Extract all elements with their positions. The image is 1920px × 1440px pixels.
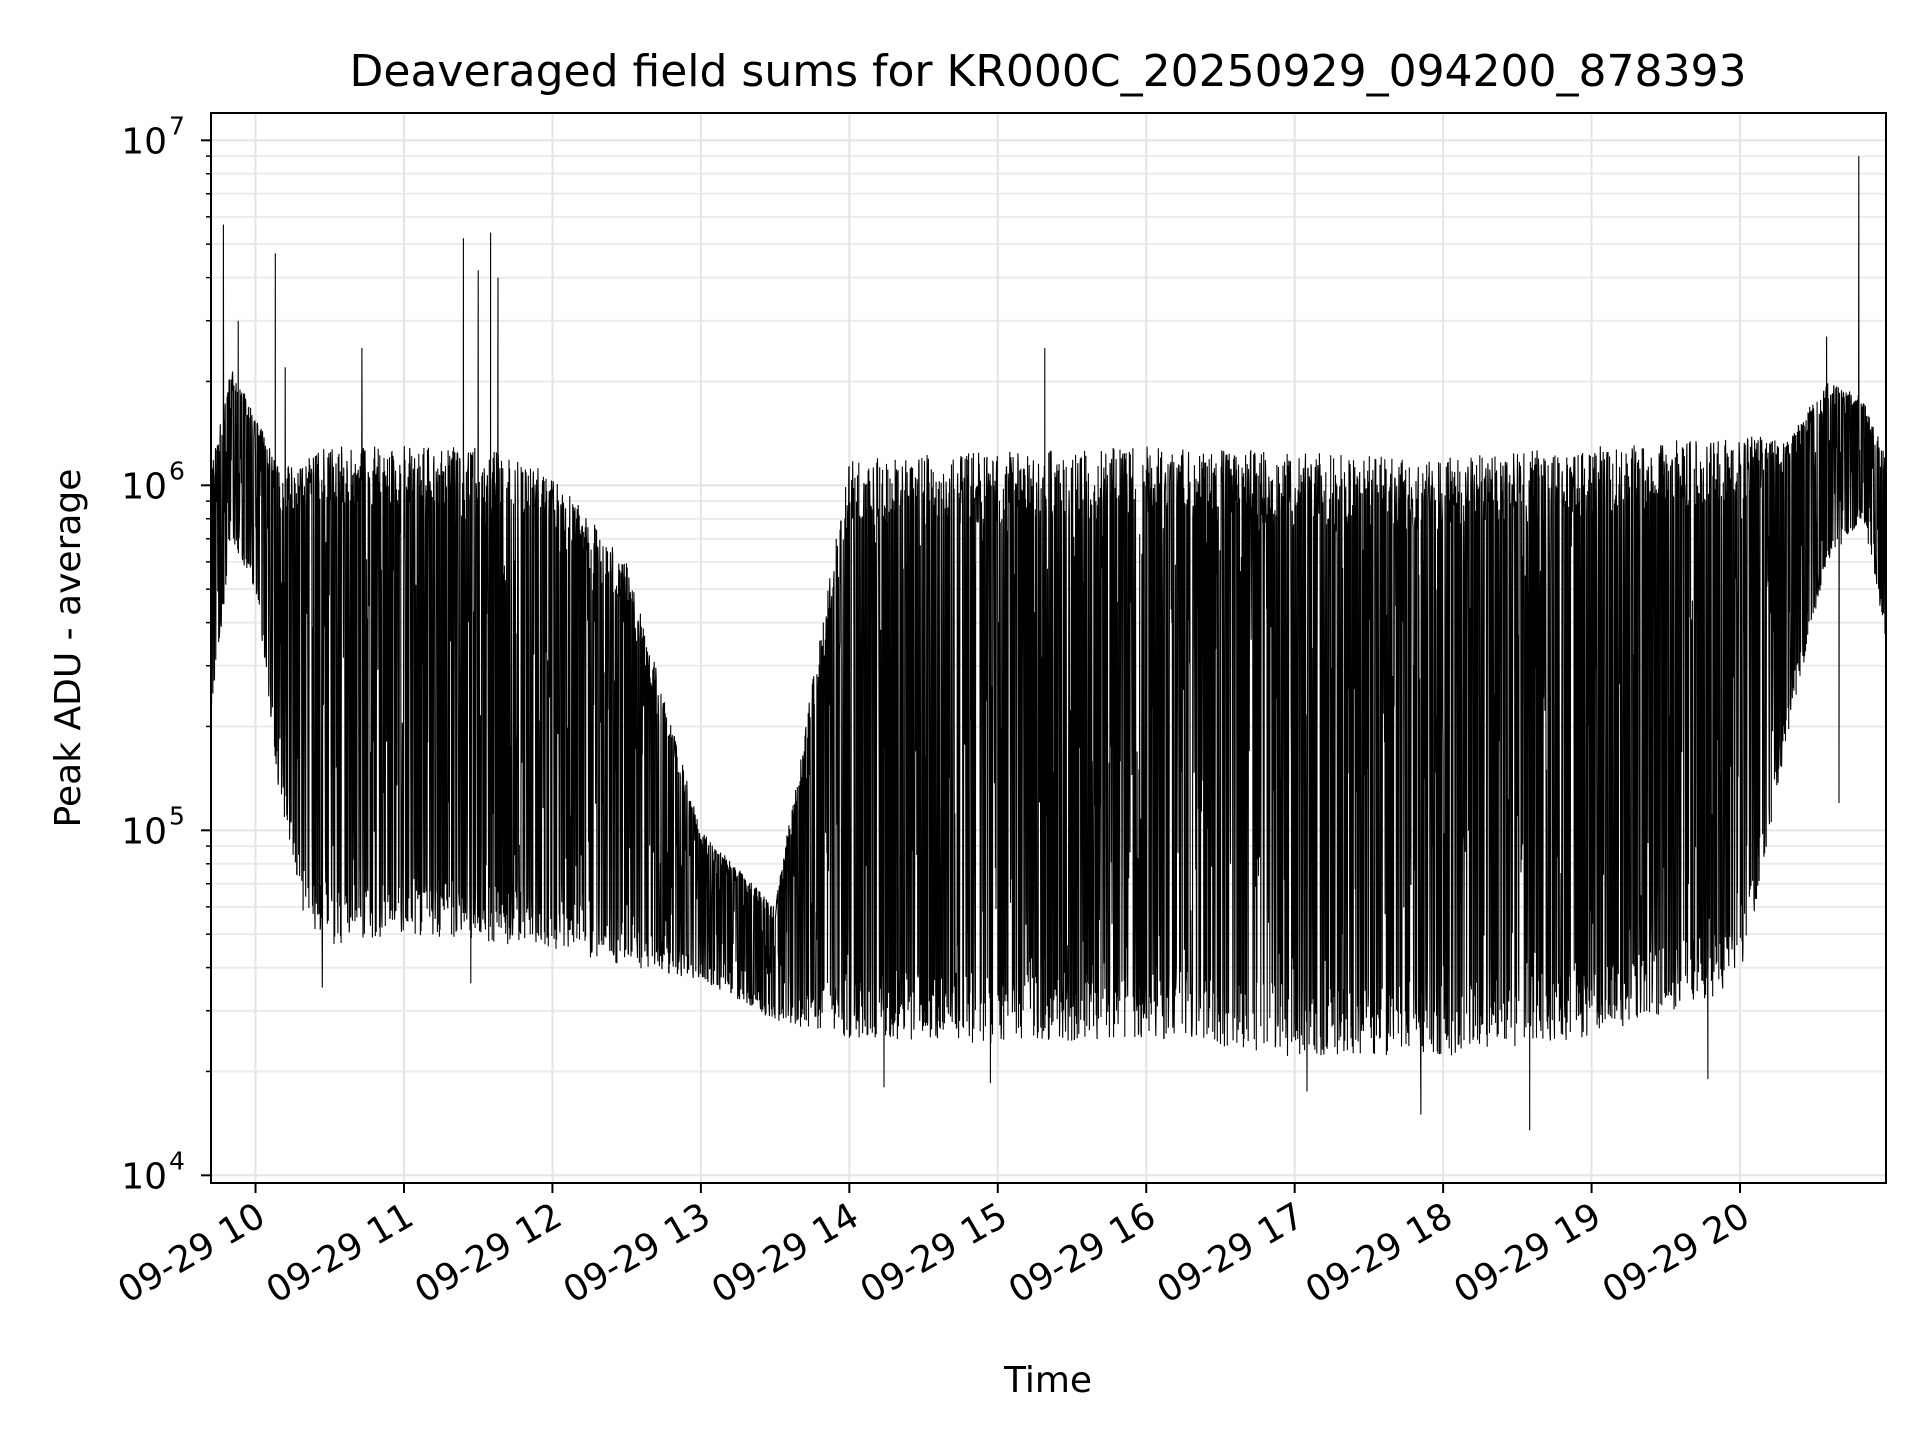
y-axis-label: Peak ADU - average	[48, 469, 89, 828]
y-tick-exponent: 7	[169, 111, 185, 140]
y-tick-label: 10	[121, 811, 167, 852]
y-tick-label: 10	[121, 466, 167, 507]
y-tick-label: 10	[121, 1156, 167, 1197]
series-line	[210, 156, 1887, 1131]
y-tick-base: 10	[121, 811, 167, 852]
x-axis-label: Time	[1003, 1360, 1092, 1401]
y-tick-base: 10	[121, 1156, 167, 1197]
y-tick-exponent: 4	[169, 1146, 185, 1175]
plot-frame	[210, 112, 1887, 1184]
data-series	[210, 156, 1887, 1131]
y-tick-exponent: 6	[169, 456, 185, 485]
y-tick-base: 10	[121, 466, 167, 507]
y-tick-exponent: 5	[169, 801, 185, 830]
y-tick-base: 10	[121, 121, 167, 162]
y-tick-label: 10	[121, 121, 167, 162]
chart-title: Deaveraged field sums for KR000C_2025092…	[350, 46, 1747, 97]
